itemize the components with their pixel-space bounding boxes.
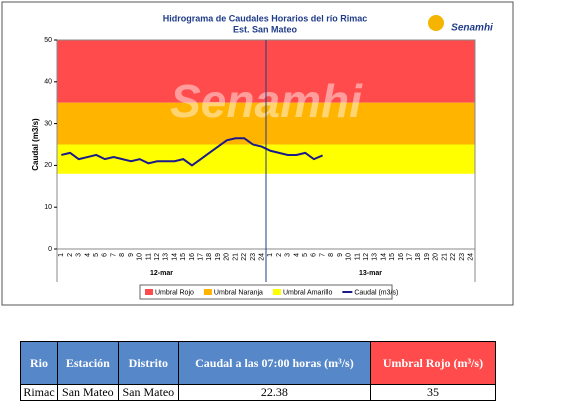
x-tick-label: 9 [128,253,135,257]
cell: Rimac [20,384,58,401]
x-tick-label: 6 [102,253,109,257]
x-tick-label: 6 [311,253,318,257]
x-tick-label: 17 [198,253,205,261]
x-tick-label: 24 [258,253,265,261]
x-tick-label: 24 [467,253,474,261]
legend-label: Umbral Naranja [214,289,263,296]
legend-box [139,284,393,300]
x-tick-label: 4 [293,253,300,257]
x-tick-label: 14 [380,253,387,261]
chart: Hidrograma de Caudales Horarios del río … [1,1,514,306]
x-tick-label: 7 [319,253,326,257]
legend-swatch [203,289,212,295]
x-tick-label: 19 [215,253,222,261]
x-tick-label: 10 [346,253,353,261]
x-tick-label: 12 [154,253,161,261]
x-tick-label: 13 [372,253,379,261]
header-cell: Umbral Rojo (m³/s) [369,341,497,385]
data-table: Rio Estación Distrito Caudal a las 07:00… [20,341,497,401]
x-tick-label: 16 [189,253,196,261]
table-header: Rio Estación Distrito Caudal a las 07:00… [20,341,497,385]
x-tick-label: 4 [84,253,91,257]
x-tick-label: 21 [232,253,239,261]
header-cell: Estación [57,341,119,385]
logo-icon [428,15,444,31]
x-tick-label: 21 [441,253,448,261]
logo: Senamhi [451,23,493,34]
x-tick-label: 23 [459,253,466,261]
legend-label: Umbral Rojo [155,289,194,296]
x-tick-label: 5 [93,253,100,257]
table-row: Rimac San Mateo San Mateo 22.38 35 [20,384,497,401]
x-tick-label: 8 [328,253,335,257]
data-line [61,137,323,167]
x-tick-label: 23 [250,253,257,261]
cell: 35 [369,384,497,401]
legend-label: Umbral Amarillo [283,289,333,296]
x-tick-label: 20 [224,253,231,261]
x-tick-label: 7 [110,253,117,257]
x-tick-label: 18 [415,253,422,261]
x-tick-label: 2 [276,253,283,257]
chart-title: Hidrograma de Caudales Horarios del río … [163,13,368,23]
x-tick-label: 5 [302,253,309,257]
x-tick-label: 9 [337,253,344,257]
x-tick-label: 16 [398,253,405,261]
legend-swatch [272,289,281,295]
x-tick-label: 20 [433,253,440,261]
cell: San Mateo [117,384,179,401]
x-tick-label: 11 [354,253,361,260]
header-cell: Caudal a las 07:00 horas (m³/s) [177,341,371,385]
watermark: Senamhi [170,75,363,127]
y-tick-label: 30 [44,120,52,127]
x-tick-label: 3 [76,253,83,257]
x-tick-label: 19 [424,253,431,261]
cell: San Mateo [57,384,119,401]
x-tick-label: 15 [180,253,187,261]
day-label: 13-mar [359,270,382,277]
y-axis-label: Caudal (m3/s) [31,118,40,171]
y-tick-label: 10 [44,204,52,211]
x-tick-label: 1 [58,253,65,257]
y-tick-label: 50 [44,37,52,44]
x-tick-label: 22 [241,253,248,261]
x-tick-label: 3 [285,253,292,257]
y-tick-label: 20 [44,162,52,169]
legend-label: Caudal (m3/s) [354,289,398,296]
header-cell: Distrito [117,341,179,385]
x-tick-label: 10 [137,253,144,261]
x-tick-label: 1 [267,253,274,257]
x-tick-label: 11 [145,253,152,260]
day-label: 12-mar [150,270,173,277]
header-cell: Rio [20,341,58,385]
x-tick-label: 14 [171,253,178,261]
x-tick-label: 12 [363,253,370,261]
x-tick-label: 13 [163,253,170,261]
y-tick-label: 40 [44,79,52,86]
legend-swatch [145,289,153,295]
y-tick-label: 0 [48,246,52,253]
x-tick-label: 2 [67,253,74,257]
x-tick-label: 8 [119,253,126,257]
cell: 22.38 [177,384,371,401]
chart-subtitle: Est. San Mateo [233,24,298,34]
x-tick-label: 18 [206,253,213,261]
x-tick-label: 17 [407,253,414,261]
x-tick-label: 22 [450,253,457,261]
x-tick-label: 15 [389,253,396,261]
